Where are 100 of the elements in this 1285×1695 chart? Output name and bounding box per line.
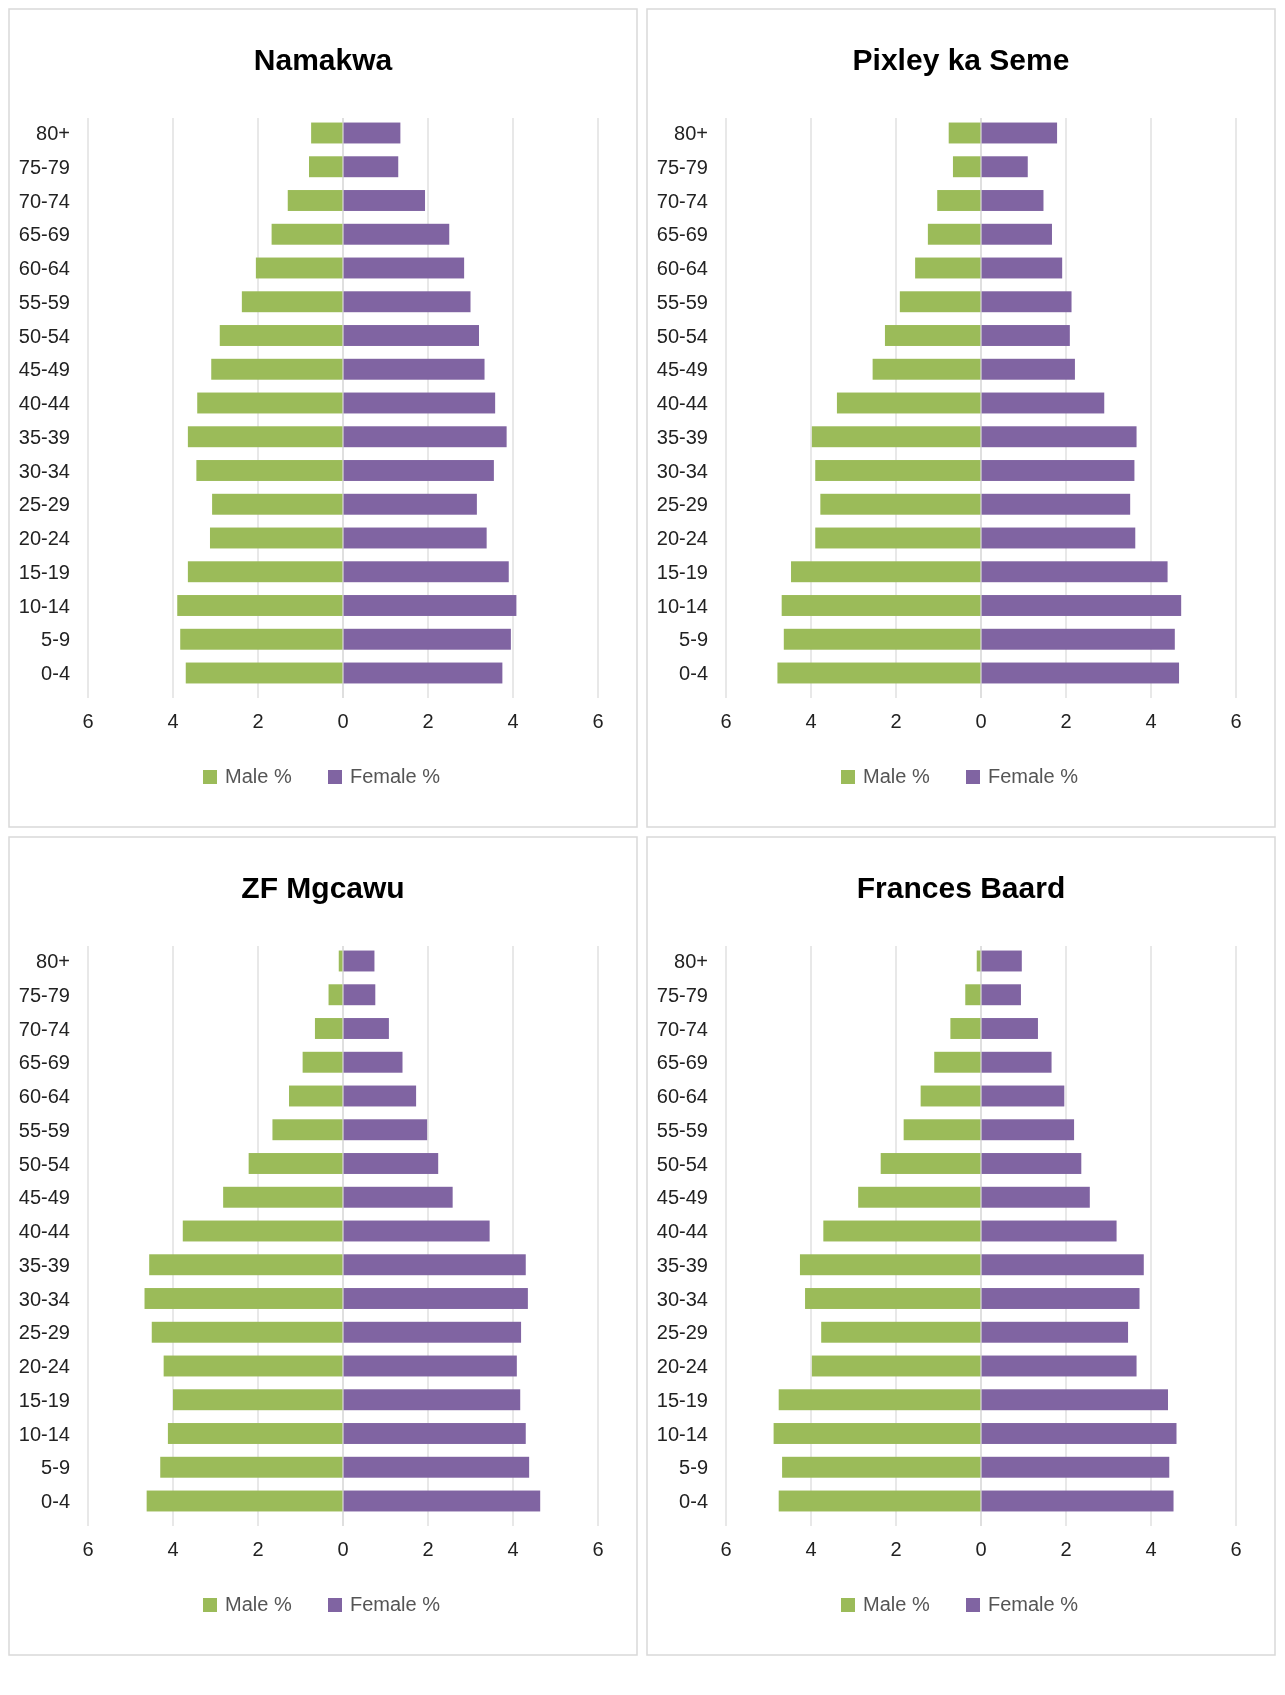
x-tick-label: 6 bbox=[82, 710, 94, 732]
y-tick-label: 30-34 bbox=[656, 459, 708, 482]
y-tick-label: 55-59 bbox=[656, 290, 708, 313]
y-tick-label: 70-74 bbox=[656, 1017, 708, 1040]
bar bbox=[343, 1288, 528, 1309]
bar bbox=[343, 358, 485, 380]
bar bbox=[343, 1456, 530, 1478]
bar bbox=[144, 1288, 343, 1309]
bar bbox=[981, 257, 1063, 279]
bar bbox=[343, 223, 450, 245]
chart-title: Pixley ka Seme bbox=[852, 43, 1070, 76]
bar bbox=[981, 291, 1072, 313]
y-tick-label: 15-19 bbox=[18, 560, 70, 583]
bar bbox=[920, 1085, 981, 1107]
y-tick-label: 55-59 bbox=[18, 1118, 70, 1141]
x-tick-label: 6 bbox=[1230, 1538, 1242, 1560]
bar bbox=[289, 1085, 343, 1107]
y-tick-label: 0-4 bbox=[679, 1490, 708, 1512]
bar bbox=[820, 493, 981, 515]
bar bbox=[981, 984, 1021, 1006]
y-tick-label: 0-4 bbox=[41, 1490, 70, 1512]
bar bbox=[981, 122, 1058, 144]
bar bbox=[149, 1254, 343, 1276]
bar bbox=[981, 1186, 1090, 1208]
bar bbox=[146, 1490, 343, 1512]
y-tick-label: 25-29 bbox=[18, 493, 70, 516]
x-tick-label: 2 bbox=[890, 710, 902, 732]
y-tick-label: 75-79 bbox=[656, 983, 708, 1006]
y-tick-label: 20-24 bbox=[18, 527, 70, 549]
bar bbox=[836, 392, 981, 414]
y-tick-label: 45-49 bbox=[18, 358, 70, 381]
x-tick-label: 6 bbox=[1230, 710, 1242, 732]
x-tick-label: 4 bbox=[805, 1538, 817, 1560]
bar bbox=[872, 358, 981, 380]
x-tick-label: 4 bbox=[1145, 710, 1157, 732]
y-tick-label: 10-14 bbox=[18, 1422, 70, 1445]
bar bbox=[937, 190, 981, 211]
legend-label: Female % bbox=[350, 1593, 441, 1615]
y-tick-label: 25-29 bbox=[18, 1321, 70, 1344]
y-tick-label: 5-9 bbox=[679, 1456, 708, 1479]
legend-label: Female % bbox=[350, 765, 441, 787]
y-tick-label: 40-44 bbox=[656, 392, 708, 414]
x-tick-label: 4 bbox=[167, 1538, 179, 1560]
bar bbox=[815, 527, 981, 549]
x-tick-label: 4 bbox=[507, 1538, 519, 1560]
bar bbox=[783, 628, 981, 650]
bar bbox=[343, 1355, 517, 1377]
y-tick-label: 20-24 bbox=[18, 1355, 70, 1377]
legend-label: Male % bbox=[863, 1593, 930, 1615]
y-tick-label: 10-14 bbox=[656, 594, 708, 617]
y-tick-label: 75-79 bbox=[656, 155, 708, 178]
legend-label: Male % bbox=[225, 1593, 292, 1615]
bar bbox=[811, 426, 981, 448]
bar bbox=[219, 325, 343, 346]
y-tick-label: 65-69 bbox=[18, 1051, 70, 1074]
bar bbox=[903, 1119, 981, 1141]
y-tick-label: 55-59 bbox=[18, 290, 70, 313]
bar bbox=[209, 527, 343, 549]
bar bbox=[160, 1456, 343, 1478]
bar bbox=[343, 156, 399, 178]
y-tick-label: 60-64 bbox=[18, 1085, 70, 1107]
x-tick-label: 6 bbox=[720, 1538, 732, 1560]
bar bbox=[272, 1119, 343, 1141]
bar bbox=[981, 493, 1131, 515]
x-tick-label: 4 bbox=[1145, 1538, 1157, 1560]
bar bbox=[343, 493, 477, 515]
bar bbox=[981, 1456, 1170, 1478]
bar bbox=[778, 1490, 981, 1512]
bar bbox=[343, 628, 511, 650]
bar bbox=[187, 426, 343, 448]
bar bbox=[343, 122, 401, 144]
bar bbox=[343, 426, 507, 448]
bar bbox=[343, 1119, 428, 1141]
y-tick-label: 65-69 bbox=[18, 223, 70, 246]
bar bbox=[899, 291, 981, 313]
y-tick-label: 10-14 bbox=[18, 594, 70, 617]
bar bbox=[241, 291, 343, 313]
bar bbox=[211, 358, 343, 380]
bar bbox=[981, 460, 1135, 481]
bar bbox=[167, 1423, 343, 1444]
bar bbox=[248, 1153, 343, 1174]
bar bbox=[791, 561, 981, 583]
bar bbox=[823, 1220, 981, 1242]
bar bbox=[981, 392, 1105, 414]
y-tick-label: 25-29 bbox=[656, 1321, 708, 1344]
x-tick-label: 4 bbox=[167, 710, 179, 732]
bar bbox=[981, 1423, 1177, 1444]
bar bbox=[981, 1355, 1137, 1377]
x-tick-label: 4 bbox=[507, 710, 519, 732]
bar bbox=[981, 628, 1175, 650]
bar bbox=[343, 257, 465, 279]
bar bbox=[981, 190, 1044, 211]
x-tick-label: 6 bbox=[82, 1538, 94, 1560]
bar bbox=[343, 1321, 522, 1343]
y-tick-label: 20-24 bbox=[656, 527, 708, 549]
bar bbox=[343, 1051, 403, 1073]
bar bbox=[981, 426, 1137, 448]
bar bbox=[343, 984, 376, 1006]
bar bbox=[915, 257, 981, 279]
bar bbox=[981, 527, 1136, 549]
